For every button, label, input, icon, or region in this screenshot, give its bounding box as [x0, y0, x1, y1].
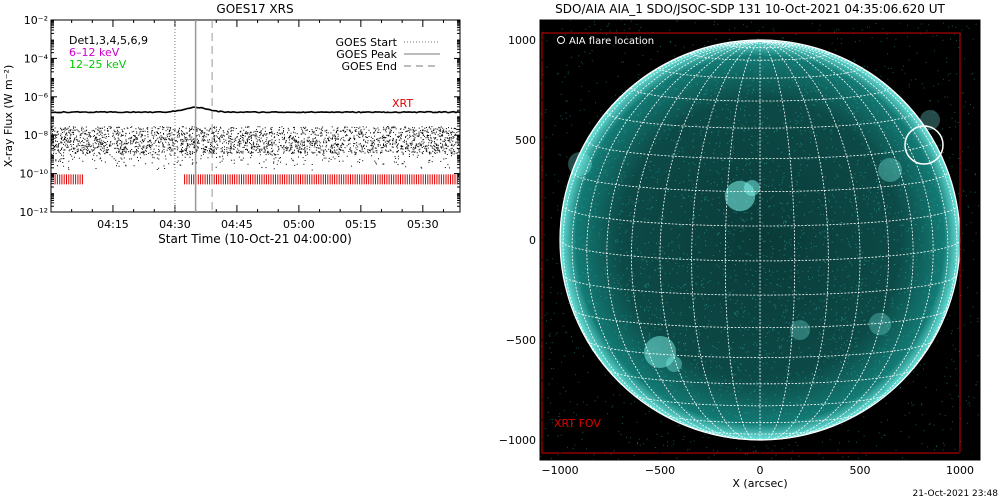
- longitude-line: [759, 40, 914, 438]
- active-region: [920, 110, 940, 130]
- latitude-line: [571, 171, 949, 192]
- goes-event-markers: [174, 20, 213, 212]
- y-tick-label: 10⁻¹²: [19, 206, 48, 219]
- longitude-line: [559, 40, 761, 241]
- active-region: [666, 356, 682, 372]
- aia-image-panel: SDO/AIA AIA_1 SDO/JSOC-SDP 131 10-Oct-20…: [499, 2, 981, 490]
- latitude-line: [631, 87, 889, 102]
- active-region: [644, 336, 676, 368]
- active-region: [568, 152, 592, 176]
- longitude-line: [759, 40, 796, 441]
- x-tick-label: 1000: [946, 464, 974, 477]
- legend-left-entry: 12–25 keV: [69, 58, 127, 71]
- longitude-line: [759, 40, 861, 440]
- longitude-line: [759, 40, 829, 440]
- flare-legend-icon: [557, 36, 565, 44]
- aia-image-title: SDO/AIA AIA_1 SDO/JSOC-SDP 131 10-Oct-20…: [555, 2, 945, 16]
- x-tick-label: 04:45: [221, 218, 253, 231]
- x-tick-label: 0: [757, 464, 764, 477]
- y-tick-label: 0: [529, 234, 536, 247]
- longitude-line: [659, 40, 761, 440]
- longitude-line: [691, 40, 761, 440]
- x-tick-label: −500: [645, 464, 675, 477]
- longitude-line: [571, 40, 761, 432]
- legend-right-label: GOES Start: [336, 36, 398, 49]
- y-tick-label: 1000: [508, 34, 536, 47]
- goes-xrs-panel: GOES17 XRS 10⁻² 10⁻⁴ 10⁻⁶ 10⁻⁸ 10⁻¹⁰ 10⁻¹² 04…: [2, 2, 461, 246]
- longitude-line: [759, 40, 958, 410]
- longitude-line: [724, 40, 761, 441]
- active-region: [744, 180, 760, 196]
- flare-location-circle: [904, 125, 944, 165]
- y-tick-label: −1000: [499, 434, 536, 447]
- footer-timestamp: 21-Oct-2021 23:48: [913, 489, 999, 499]
- aia-x-axis: −1000 −500 0 500 1000: [541, 20, 974, 477]
- longitude-line: [562, 40, 761, 410]
- x-tick-label: 05:15: [345, 218, 377, 231]
- legend-right-label: GOES Peak: [336, 48, 397, 61]
- longitude-line: [630, 40, 761, 440]
- latitude-line: [662, 414, 858, 424]
- y-tick-label: 10⁻⁶: [24, 91, 49, 104]
- aia-y-axis: −1000 −500 0 500 1000: [499, 34, 980, 447]
- goes-y-axis: 10⁻² 10⁻⁴ 10⁻⁶ 10⁻⁸ 10⁻¹⁰ 10⁻¹²: [19, 14, 460, 219]
- y-tick-label: 10⁻¹⁰: [19, 168, 48, 181]
- longitude-line: [759, 40, 961, 241]
- legend-left-entry: Det1,3,4,5,6,9: [69, 34, 148, 47]
- goes-y-axis-label: X-ray Flux (W m⁻²): [2, 65, 15, 167]
- goes-plot-frame: [50, 19, 461, 213]
- x-tick-label: 500: [850, 464, 871, 477]
- goes-x-axis-label: Start Time (10-Oct-21 04:00:00): [158, 232, 352, 246]
- y-tick-label: 10⁻²: [24, 14, 48, 27]
- longitude-line: [586, 40, 761, 438]
- longitude-line: [606, 40, 761, 438]
- flare-legend-label: AIA flare location: [569, 36, 654, 47]
- xrt-label: XRT: [392, 97, 413, 110]
- latitude-line: [562, 275, 958, 296]
- y-tick-label: 500: [515, 134, 536, 147]
- active-region: [878, 158, 902, 182]
- latitude-line: [632, 394, 888, 407]
- aia-x-axis-label: X (arcsec): [732, 477, 787, 490]
- goes-short-points: [51, 126, 460, 171]
- active-region: [790, 320, 810, 340]
- goes-chart-title: GOES17 XRS: [216, 2, 293, 16]
- active-region: [868, 312, 892, 336]
- x-tick-label: 05:30: [407, 218, 439, 231]
- goes-long-line: [51, 106, 460, 114]
- x-tick-label: 04:30: [159, 218, 191, 231]
- xrt-observation-bars: [54, 174, 460, 185]
- x-tick-label: −1000: [541, 464, 578, 477]
- xrt-fov-box: [541, 32, 961, 454]
- y-tick-label: 10⁻⁴: [24, 52, 49, 65]
- legend-right-label: GOES End: [341, 60, 397, 73]
- y-tick-label: 10⁻⁸: [24, 129, 49, 142]
- y-tick-label: −500: [506, 334, 536, 347]
- x-tick-label: 05:00: [283, 218, 315, 231]
- xrt-fov-label: XRT FOV: [554, 417, 601, 430]
- goes-data-area: [51, 106, 460, 185]
- latitude-line: [607, 369, 913, 385]
- longitude-line: [759, 40, 934, 438]
- active-regions: [565, 45, 955, 437]
- latitude-line: [694, 428, 826, 435]
- x-tick-label: 04:15: [97, 218, 129, 231]
- longitude-line: [759, 40, 949, 432]
- heliographic-grid: [559, 39, 961, 441]
- legend-left-entry: 6–12 keV: [69, 46, 120, 59]
- longitude-line: [759, 40, 890, 440]
